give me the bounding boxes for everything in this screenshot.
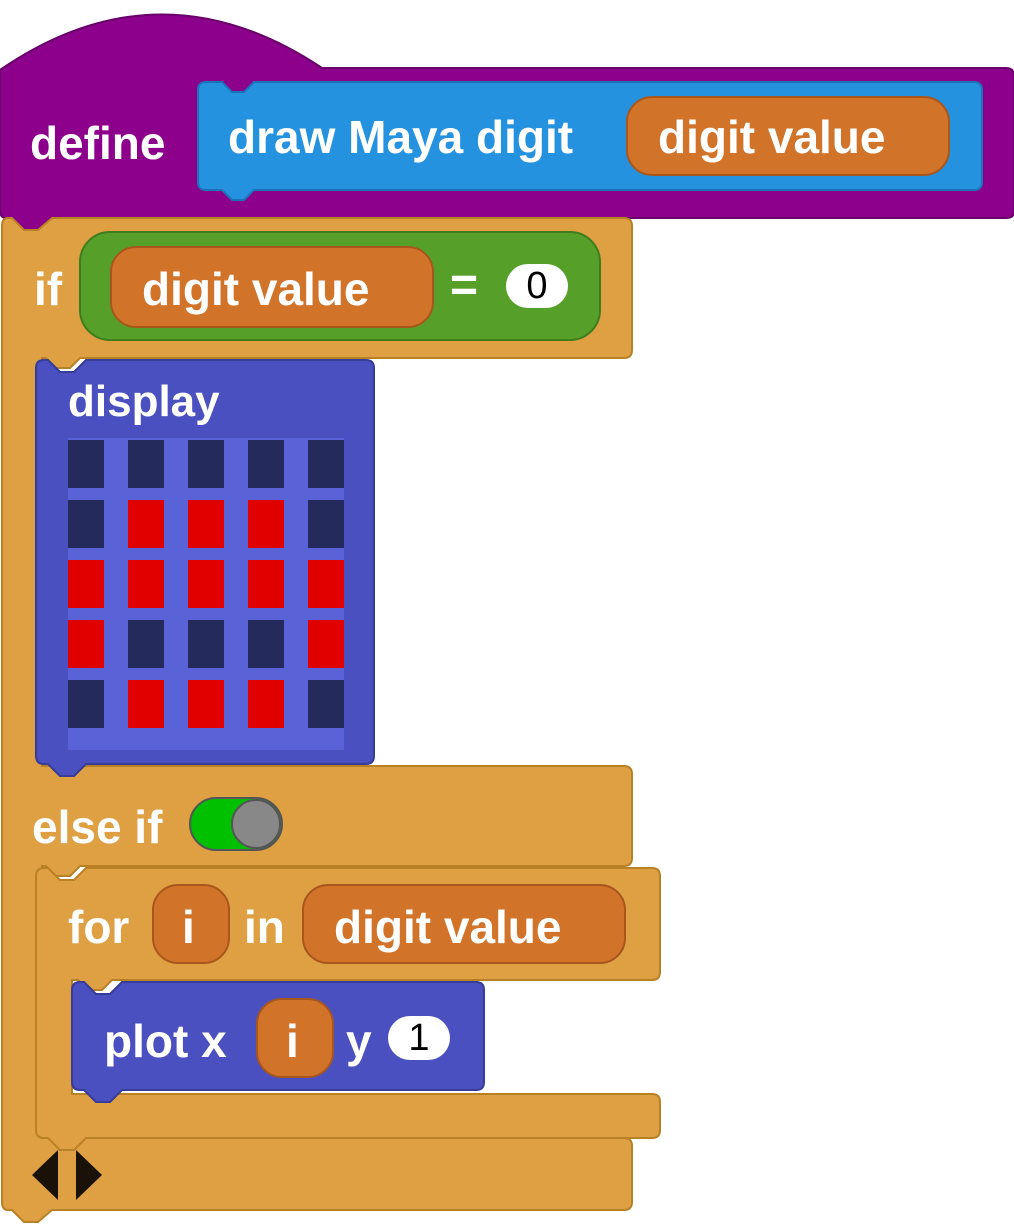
plot-x-variable: i [286, 1015, 299, 1067]
plot-y-input[interactable]: 1 [388, 1016, 450, 1060]
led-off[interactable] [248, 620, 284, 668]
for-variable: i [182, 901, 195, 953]
for-iterable: digit value [334, 901, 562, 953]
in-keyword: in [244, 901, 285, 953]
condition-variable: digit value [142, 263, 370, 315]
led-on[interactable] [68, 620, 104, 668]
led-on[interactable] [128, 560, 164, 608]
led-on[interactable] [188, 560, 224, 608]
else-if-toggle[interactable] [189, 797, 283, 851]
led-on[interactable] [308, 620, 344, 668]
equals-operator: = [450, 259, 479, 312]
led-on[interactable] [128, 680, 164, 728]
parameter-label: digit value [658, 111, 886, 163]
led-on[interactable] [248, 560, 284, 608]
condition-value-input[interactable]: 0 [506, 264, 568, 308]
led-on[interactable] [308, 560, 344, 608]
led-on[interactable] [68, 560, 104, 608]
for-keyword: for [68, 901, 130, 953]
collapse-arrow-icon[interactable] [32, 1150, 58, 1200]
led-off[interactable] [68, 500, 104, 548]
led-off[interactable] [308, 680, 344, 728]
condition-variable-slot[interactable] [110, 246, 434, 328]
led-off[interactable] [308, 500, 344, 548]
led-off[interactable] [128, 620, 164, 668]
led-off[interactable] [188, 440, 224, 488]
expand-arrow-icon[interactable] [76, 1150, 102, 1200]
define-keyword: define [30, 117, 166, 169]
led-off[interactable] [68, 680, 104, 728]
plot-x-label: plot x [104, 1015, 227, 1067]
plot-x-slot[interactable] [256, 998, 334, 1078]
led-on[interactable] [248, 500, 284, 548]
else-if-keyword: else if [32, 801, 163, 853]
led-off[interactable] [128, 440, 164, 488]
led-on[interactable] [188, 500, 224, 548]
custom-block-label[interactable]: draw Maya digit [228, 111, 574, 163]
led-off[interactable] [188, 620, 224, 668]
display-label: display [68, 377, 220, 426]
led-on[interactable] [128, 500, 164, 548]
led-on[interactable] [248, 680, 284, 728]
led-off[interactable] [248, 440, 284, 488]
led-off[interactable] [68, 440, 104, 488]
for-variable-slot[interactable] [152, 884, 230, 964]
plot-y-label: y [346, 1015, 372, 1067]
led-on[interactable] [188, 680, 224, 728]
for-iterable-slot[interactable] [302, 884, 626, 964]
parameter-slot[interactable] [626, 96, 950, 176]
if-keyword: if [34, 263, 63, 315]
led-off[interactable] [308, 440, 344, 488]
